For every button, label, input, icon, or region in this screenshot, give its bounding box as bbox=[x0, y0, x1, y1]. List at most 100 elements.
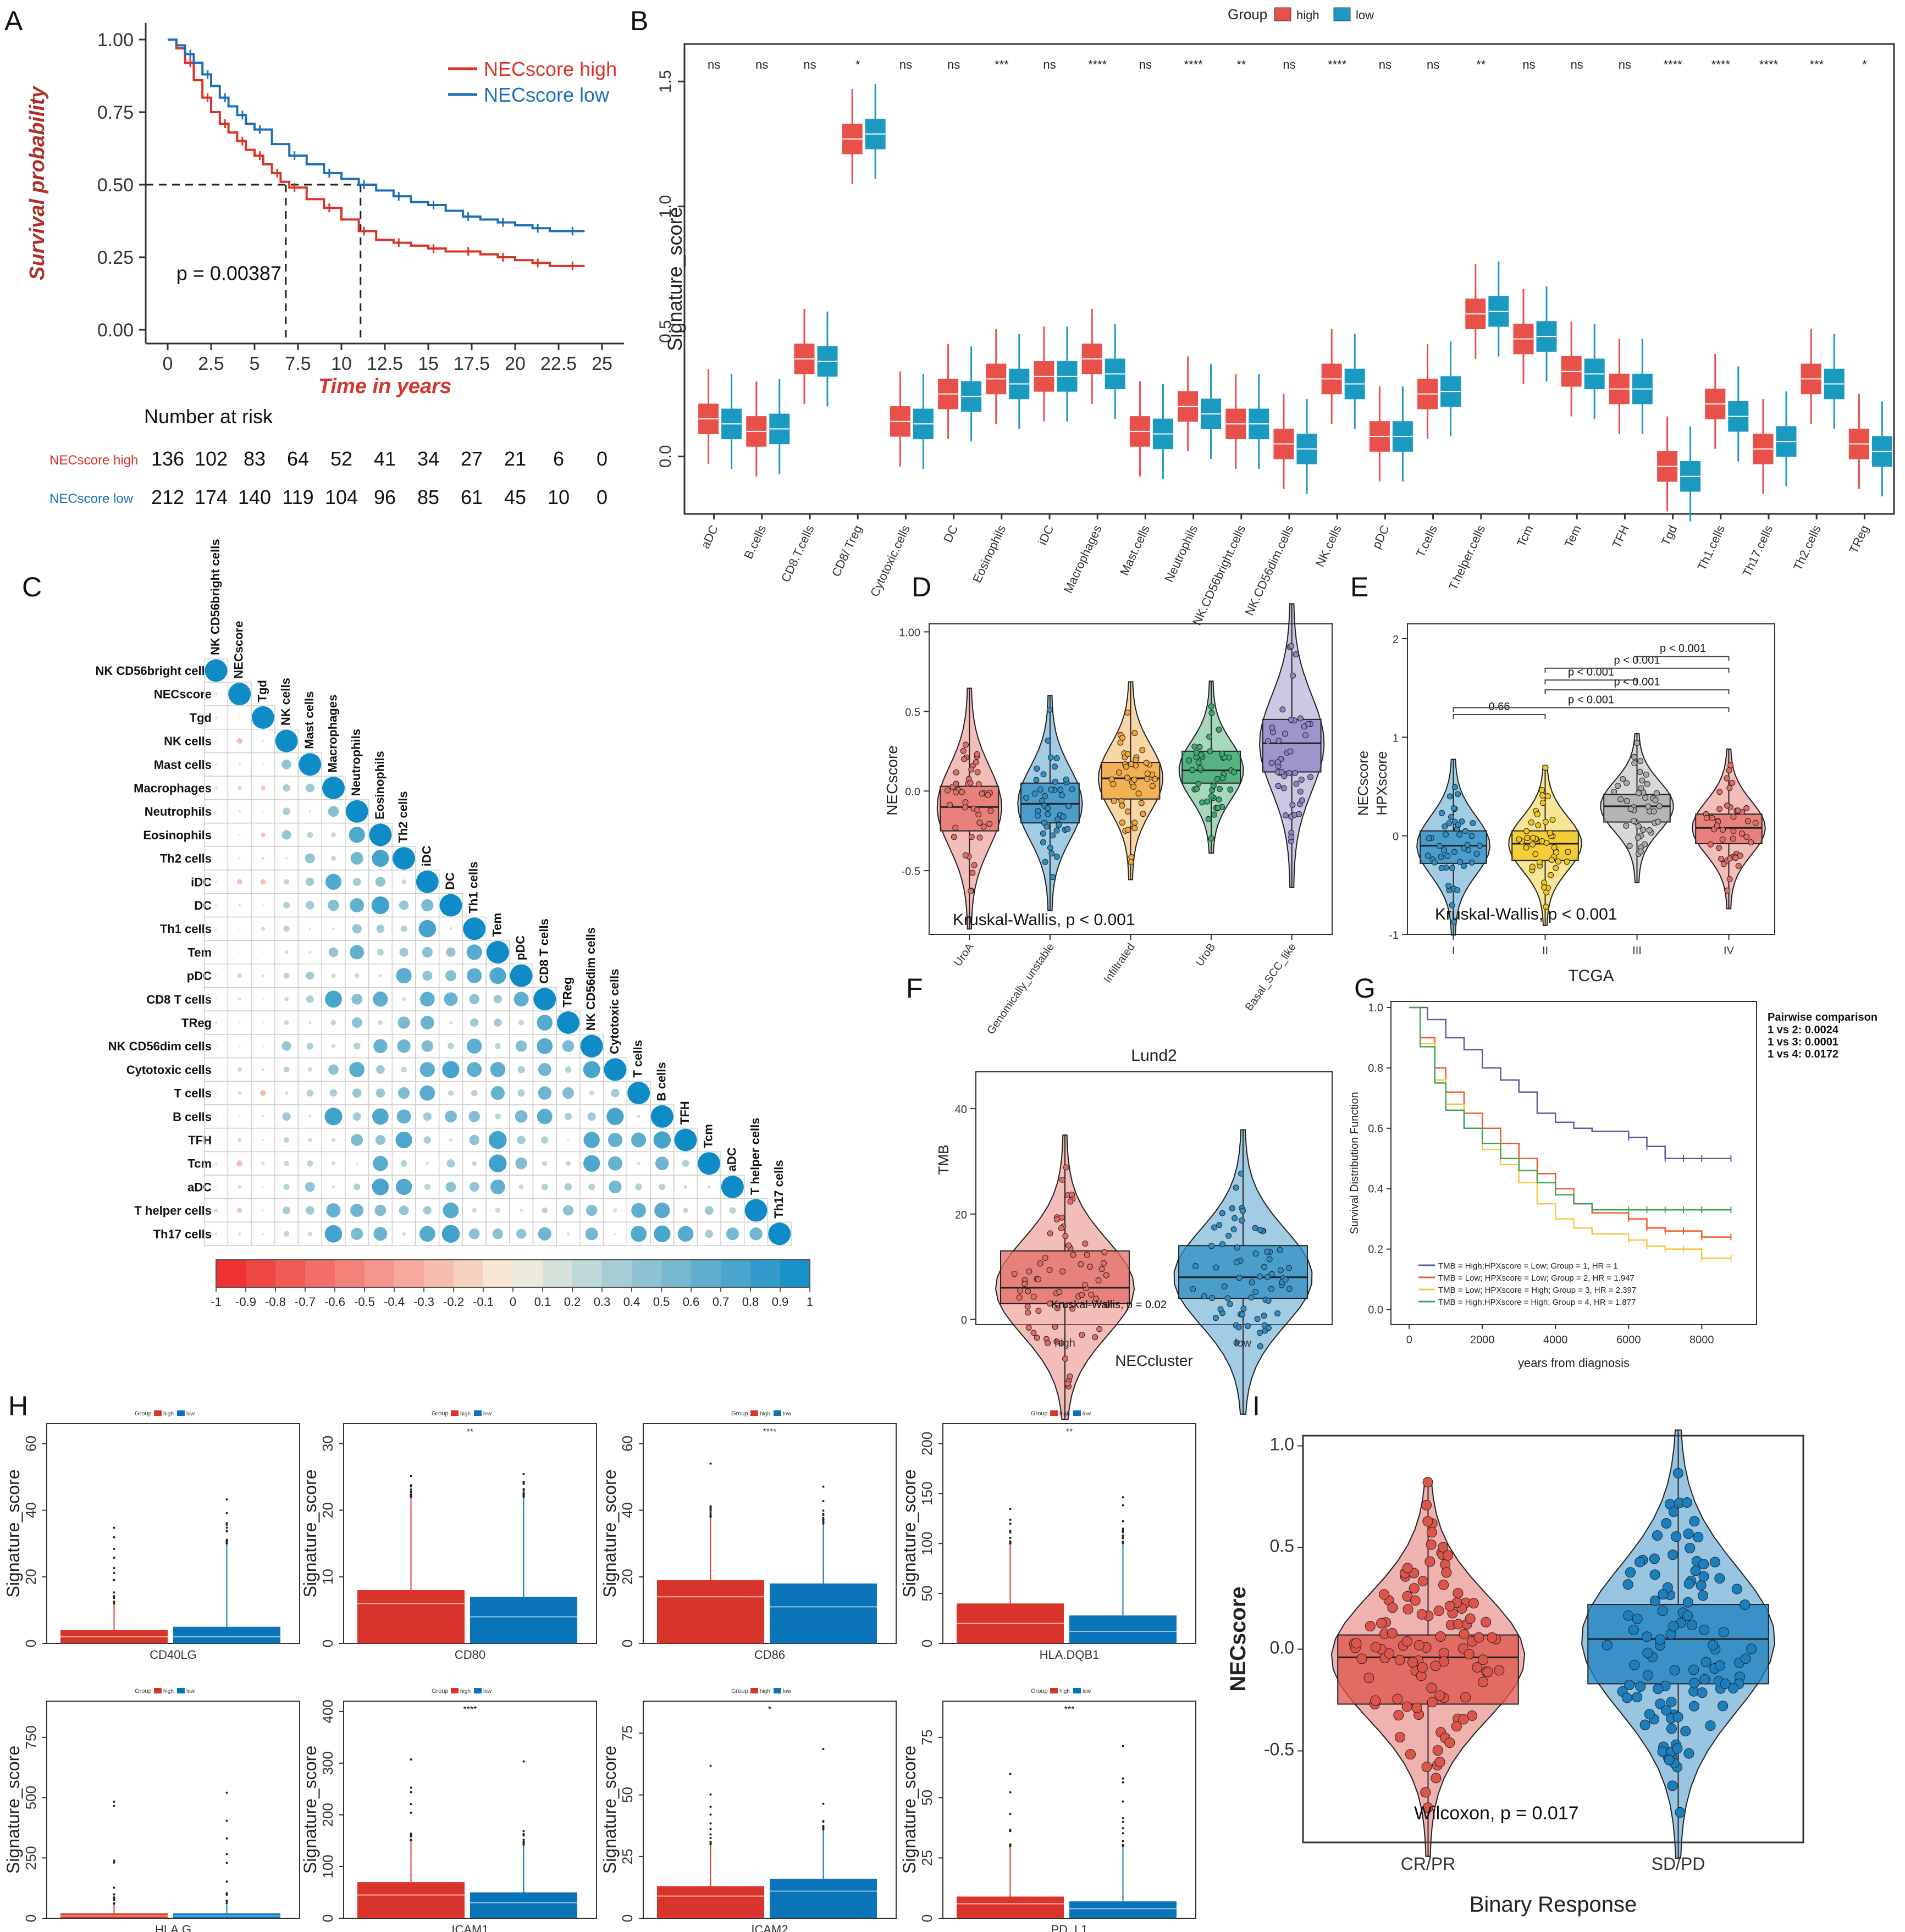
corr-circle bbox=[426, 1161, 429, 1165]
pairwise-value: 1 vs 3: 0.0001 bbox=[1768, 1036, 1838, 1048]
corr-circle bbox=[331, 973, 336, 978]
plot-frame bbox=[46, 1423, 300, 1644]
col-label: Th1 cells bbox=[467, 862, 481, 914]
corr-circle bbox=[655, 1156, 669, 1171]
data-point bbox=[1024, 1303, 1031, 1310]
legend-label: low bbox=[783, 1411, 792, 1417]
data-point bbox=[1266, 1256, 1273, 1263]
risk-value: 10 bbox=[548, 486, 570, 508]
corr-circle bbox=[448, 1090, 454, 1096]
corr-circle bbox=[238, 927, 241, 930]
colorbar-tick-label: 0.2 bbox=[564, 1295, 581, 1309]
corr-circle bbox=[541, 1136, 549, 1144]
outlier-point bbox=[113, 1902, 115, 1905]
data-point bbox=[1051, 763, 1058, 770]
outlier-point bbox=[113, 1602, 115, 1605]
legend-swatch bbox=[474, 1410, 482, 1416]
corr-circle bbox=[237, 1138, 242, 1142]
data-point bbox=[1230, 769, 1237, 776]
corr-circle bbox=[538, 1063, 551, 1076]
category-label: Th17.cells bbox=[1740, 523, 1775, 579]
data-point bbox=[1438, 865, 1445, 871]
legend-label: low bbox=[783, 1689, 792, 1695]
data-point bbox=[1547, 830, 1553, 837]
corr-circle bbox=[604, 1058, 627, 1081]
corr-circle bbox=[401, 1066, 407, 1073]
corr-circle bbox=[307, 1160, 313, 1167]
data-point bbox=[1224, 1295, 1231, 1302]
data-point bbox=[1058, 1214, 1065, 1221]
data-point bbox=[1697, 1687, 1708, 1698]
data-point bbox=[1135, 790, 1142, 797]
x-axis-title: TCGA bbox=[1568, 967, 1614, 985]
data-point bbox=[1021, 1281, 1028, 1287]
corr-circle bbox=[228, 683, 251, 706]
legend-swatch bbox=[1073, 1688, 1081, 1693]
data-point bbox=[987, 807, 994, 814]
data-point bbox=[975, 781, 982, 788]
corr-circle bbox=[261, 856, 265, 860]
y-tick-label: -0.5 bbox=[902, 866, 920, 878]
corr-circle bbox=[373, 1155, 388, 1171]
corr-circle bbox=[538, 1227, 551, 1241]
legend-swatch bbox=[474, 1688, 482, 1693]
legend-label: low bbox=[1356, 8, 1374, 22]
col-label: iDC bbox=[419, 845, 433, 866]
data-point bbox=[1056, 1288, 1063, 1295]
outlier-point bbox=[1122, 1542, 1124, 1545]
data-point bbox=[1133, 756, 1139, 763]
violin-plot-d: -0.5 0.0 0.5 1.00 UroA Genomically_unstable In… bbox=[884, 603, 1333, 1037]
data-point bbox=[1435, 1631, 1446, 1642]
data-point bbox=[1299, 797, 1305, 804]
data-point bbox=[1256, 1273, 1263, 1280]
outlier-point bbox=[1122, 1827, 1124, 1830]
x-axis-title: NECcluster bbox=[1115, 1352, 1193, 1369]
data-point bbox=[1438, 1579, 1449, 1590]
data-point bbox=[1451, 849, 1457, 855]
corr-circle bbox=[515, 1040, 527, 1052]
outlier-point bbox=[225, 1512, 228, 1514]
data-point bbox=[1194, 785, 1200, 792]
corr-circle bbox=[262, 740, 264, 743]
data-point bbox=[1063, 776, 1069, 783]
data-point bbox=[1124, 827, 1131, 833]
data-point bbox=[1261, 1313, 1267, 1319]
outlier-point bbox=[1009, 1523, 1012, 1525]
legend-title: Group bbox=[432, 1410, 449, 1417]
data-point bbox=[1457, 859, 1464, 865]
data-point bbox=[1602, 1640, 1613, 1651]
data-point bbox=[1627, 806, 1634, 812]
y-tick-label: 40 bbox=[955, 1104, 967, 1116]
data-point bbox=[1444, 852, 1451, 859]
km-plot-g: 0.0 0.2 0.4 0.6 0.8 1.0 0 2000 4000 6000 8000 years… bbox=[1349, 1001, 1878, 1370]
category-label: T.cells bbox=[1413, 523, 1440, 560]
outlier-point bbox=[113, 1579, 115, 1581]
data-point bbox=[1249, 1279, 1255, 1286]
corr-circle bbox=[214, 693, 218, 696]
data-point bbox=[1478, 1654, 1489, 1665]
corr-circle bbox=[350, 945, 365, 960]
x-tick-label: 5 bbox=[250, 353, 260, 374]
data-point bbox=[1064, 1380, 1071, 1387]
col-label: Mast cells bbox=[302, 691, 316, 749]
corr-circle bbox=[351, 993, 363, 1005]
y-tick-label: 750 bbox=[23, 1725, 39, 1749]
outlier-point bbox=[225, 1522, 228, 1525]
corr-circle bbox=[495, 1043, 501, 1049]
significance-label: ns bbox=[803, 58, 816, 71]
data-point bbox=[1069, 1305, 1076, 1312]
data-point bbox=[1720, 827, 1726, 833]
corr-circle bbox=[400, 925, 407, 932]
colorbar-tick-label: 0.7 bbox=[713, 1295, 730, 1309]
corr-circle bbox=[350, 1204, 364, 1217]
data-point bbox=[1690, 1565, 1701, 1576]
col-label: Tem bbox=[490, 913, 504, 937]
data-point bbox=[1455, 791, 1461, 798]
data-point bbox=[1234, 1244, 1240, 1251]
data-point bbox=[1468, 859, 1475, 866]
data-point bbox=[969, 870, 976, 876]
outlier-point bbox=[1122, 1496, 1124, 1499]
corr-circle bbox=[469, 1182, 479, 1192]
data-point bbox=[1387, 1627, 1398, 1638]
data-point bbox=[1030, 1330, 1037, 1336]
